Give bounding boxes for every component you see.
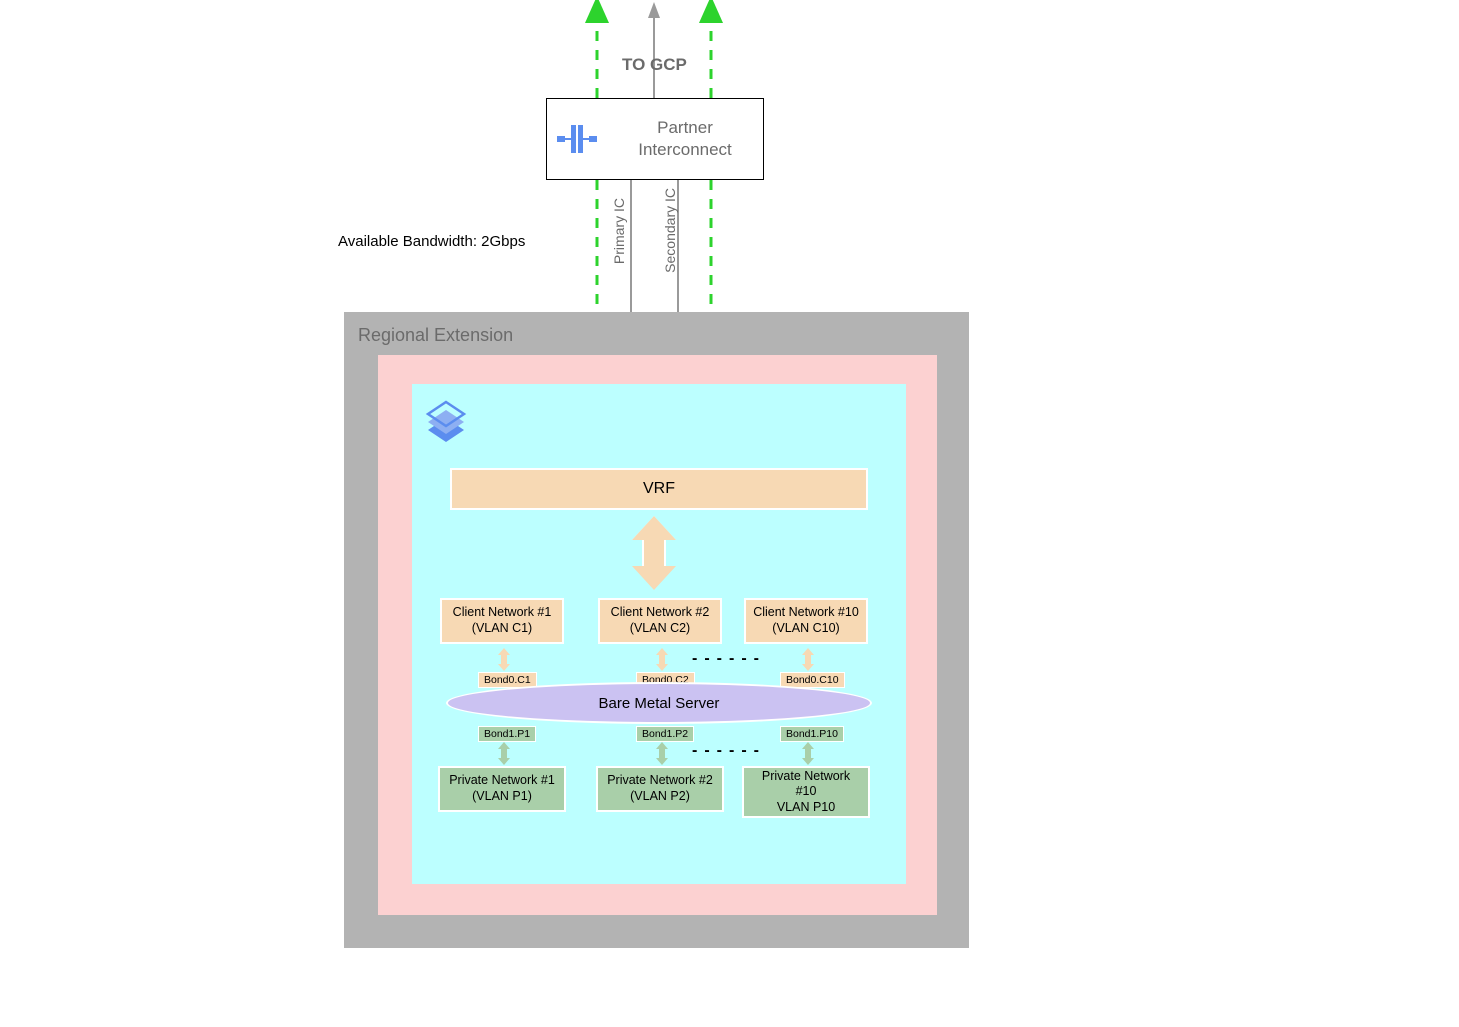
server-to-pn1-arrow [498, 742, 510, 765]
bond-p1-tag: Bond1.P1 [478, 726, 536, 742]
cn1-to-server-arrow [498, 648, 510, 671]
bandwidth-label: Available Bandwidth: 2Gbps [338, 233, 525, 250]
cn10-to-server-arrow [802, 648, 814, 671]
client-network-10: Client Network #10(VLAN C10) [744, 598, 868, 644]
primary-ic-label: Primary IC [611, 198, 627, 264]
client-network-1: Client Network #1(VLAN C1) [440, 598, 564, 644]
partner-interconnect-box: Partner Interconnect [546, 98, 764, 180]
private-dots: ------ [692, 742, 766, 760]
interconnect-icon [547, 125, 607, 153]
server-to-pn2-arrow [656, 742, 668, 765]
regional-extension-title: Regional Extension [358, 325, 513, 346]
secondary-ic-label: Secondary IC [662, 188, 678, 273]
vrf-box: VRF [450, 468, 868, 510]
vrf-clients-arrow [632, 516, 676, 590]
server-to-pn10-arrow [802, 742, 814, 765]
bare-metal-server: Bare Metal Server [446, 682, 872, 724]
private-network-1: Private Network #1(VLAN P1) [438, 766, 566, 812]
client-network-2: Client Network #2(VLAN C2) [598, 598, 722, 644]
private-network-2: Private Network #2(VLAN P2) [596, 766, 724, 812]
layers-icon [424, 398, 468, 446]
bond-p10-tag: Bond1.P10 [780, 726, 844, 742]
private-network-10: Private Network#10VLAN P10 [742, 766, 870, 818]
partner-interconnect-label: Partner Interconnect [607, 117, 763, 161]
bond-p2-tag: Bond1.P2 [636, 726, 694, 742]
client-dots: ------ [692, 650, 766, 668]
cn2-to-server-arrow [656, 648, 668, 671]
to-gcp-label: TO GCP [622, 55, 687, 75]
